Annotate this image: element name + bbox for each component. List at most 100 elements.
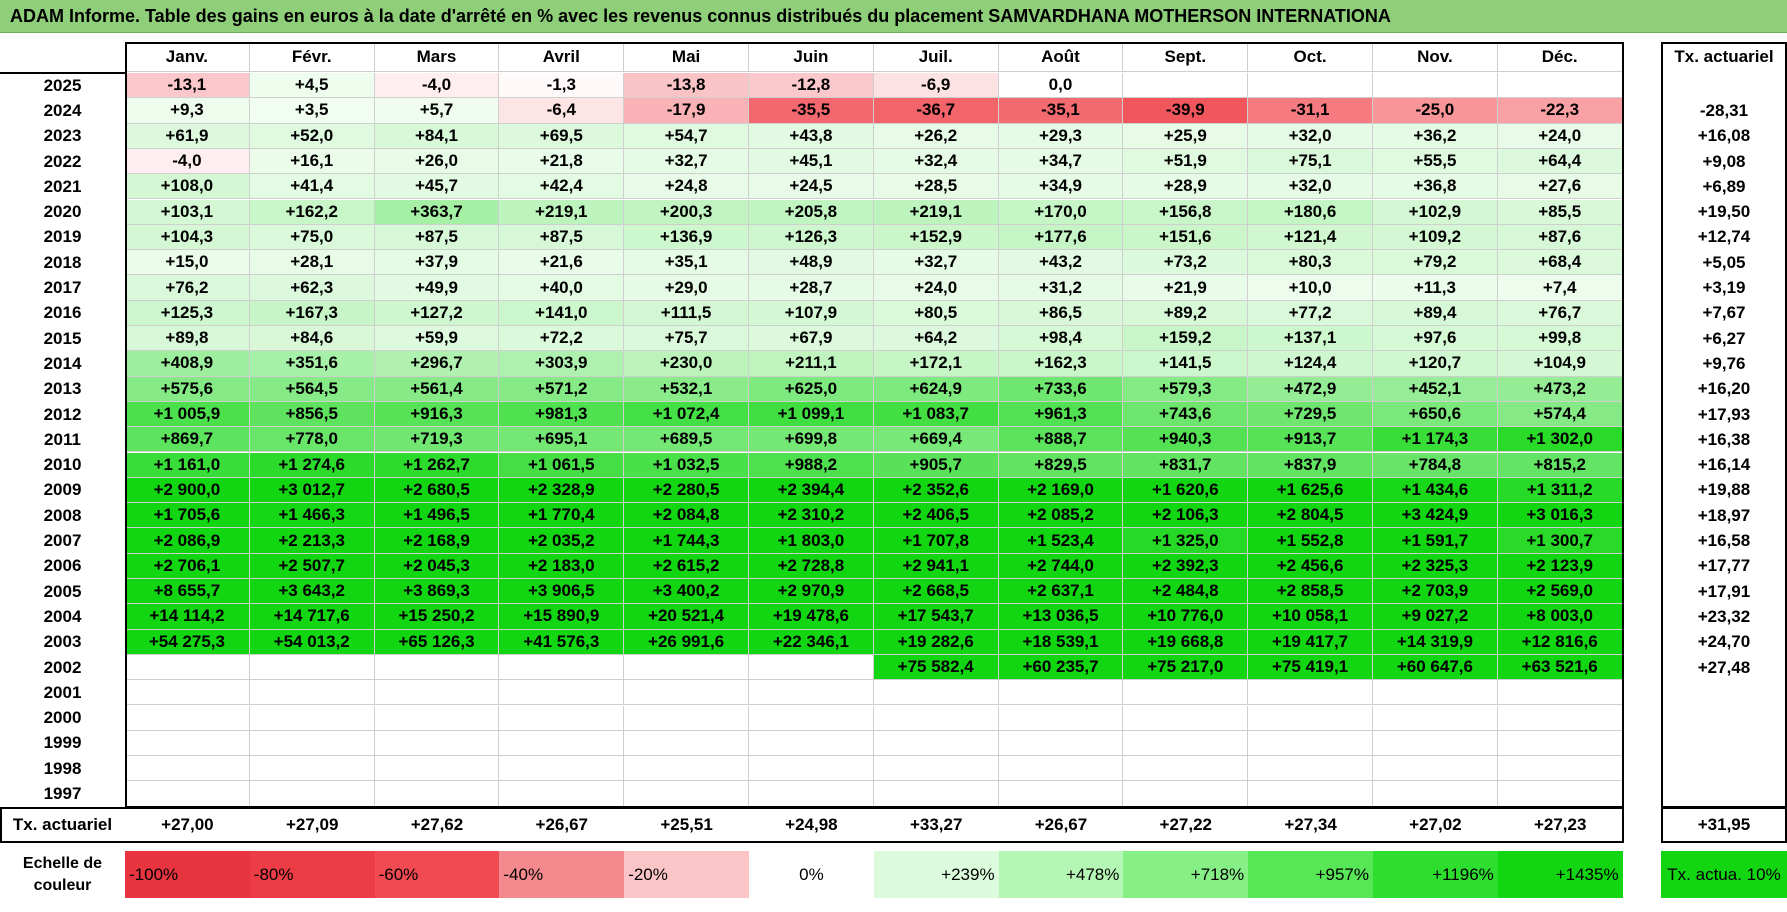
gain-cell: +25,9 [1123, 123, 1249, 149]
gain-cell: -35,1 [998, 98, 1124, 124]
gain-cell: +1 262,7 [374, 452, 500, 478]
gain-cell: +200,3 [624, 199, 749, 225]
gain-cell: +76,7 [1497, 300, 1623, 326]
footer-tx-cell: +25,51 [660, 814, 713, 834]
scale-swatch: +718% [1123, 851, 1249, 898]
gain-cell: +45,1 [749, 148, 874, 175]
gain-cell: +19 417,7 [1248, 629, 1373, 655]
year-label: 2004 [43, 606, 82, 626]
gain-cell: +10 058,1 [1248, 604, 1373, 630]
gain-cell: +64,4 [1497, 148, 1623, 175]
gain-cell: +3,5 [249, 98, 375, 124]
gain-cell: +1 325,0 [1123, 528, 1249, 554]
gain-cell: +13 036,5 [998, 604, 1124, 630]
gain-cell: -25,0 [1373, 98, 1498, 124]
gain-cell: +625,0 [749, 376, 874, 402]
scale-swatch: +1435% [1497, 851, 1623, 898]
gain-cell: +1 591,7 [1373, 528, 1498, 554]
tx-header: Tx. actuariel [1674, 47, 1774, 66]
gain-cell: +28,7 [749, 275, 874, 301]
gain-cell: +11,3 [1373, 275, 1498, 301]
scale-swatch: 0% [749, 851, 874, 898]
tx-cell: +19,88 [1697, 480, 1751, 500]
gain-cell [1123, 756, 1249, 782]
gain-cell: +5,7 [374, 98, 500, 124]
gain-cell: +1 744,3 [624, 528, 749, 554]
gain-cell: +1 625,6 [1248, 477, 1373, 504]
gain-cell: +905,7 [873, 452, 999, 478]
scale-swatch: -20% [624, 851, 749, 898]
tx-cell: +6,27 [1702, 328, 1746, 348]
gain-cell [998, 730, 1124, 757]
gain-cell: +68,4 [1497, 250, 1623, 276]
gain-cell [1497, 705, 1623, 731]
footer-tx-cell: +27,62 [410, 814, 464, 834]
gain-cell: +151,6 [1123, 224, 1249, 251]
scale-tx-swatch: Tx. actua. 10% [1661, 851, 1787, 898]
gain-cell: +20 521,4 [624, 604, 749, 630]
gain-cell [749, 756, 874, 782]
gain-cell [1123, 73, 1249, 99]
gain-cell [1497, 730, 1623, 757]
gain-cell [1373, 680, 1498, 706]
gain-cell: -35,5 [749, 98, 874, 124]
year-label: 2011 [44, 429, 81, 449]
tx-frame [1661, 42, 1787, 808]
year-label: 2015 [43, 328, 82, 348]
gain-cell: +48,9 [749, 250, 874, 276]
gain-cell: +75 582,4 [873, 654, 999, 681]
gain-cell: +80,3 [1248, 250, 1373, 276]
gain-cell [1248, 730, 1373, 757]
gain-cell [1497, 680, 1623, 706]
gain-cell [873, 705, 999, 731]
gain-cell: +1 302,0 [1497, 427, 1623, 453]
gain-cell: +19 478,6 [749, 604, 874, 630]
gain-cell [1248, 705, 1373, 731]
gain-cell [374, 705, 500, 731]
footer-frame [0, 806, 1624, 843]
gain-cell: +103,1 [125, 199, 250, 225]
gain-cell: +2 352,6 [873, 477, 999, 504]
footer-tx-cell: +33,27 [909, 814, 963, 834]
gain-cell [998, 756, 1124, 782]
gain-cell: +2 569,0 [1497, 579, 1623, 605]
gain-cell: +32,0 [1248, 174, 1373, 200]
gain-cell: +108,0 [125, 174, 250, 200]
year-label: 2008 [43, 505, 82, 525]
gain-cell: +2 970,9 [749, 579, 874, 605]
gain-cell: +87,5 [499, 224, 625, 251]
gain-cell: +32,7 [873, 250, 999, 276]
gain-cell: +733,6 [998, 376, 1124, 402]
gain-cell: +17 543,7 [873, 604, 999, 630]
gain-cell: +124,4 [1248, 351, 1373, 377]
gain-cell: +1 466,3 [249, 503, 375, 529]
gain-cell: +669,4 [873, 427, 999, 453]
gain-cell: +211,1 [749, 351, 874, 377]
gain-cell [1248, 680, 1373, 706]
year-label: 2022 [43, 151, 82, 171]
gain-cell: +80,5 [873, 300, 999, 326]
scale-swatch: +1196% [1373, 851, 1498, 898]
gain-cell: +1 705,6 [125, 503, 250, 529]
gain-cell: +837,9 [1248, 452, 1373, 478]
gain-cell: +4,5 [249, 73, 375, 99]
gain-cell: +141,0 [499, 300, 625, 326]
month-header: Août [998, 42, 1124, 72]
gain-cell: +79,2 [1373, 250, 1498, 276]
gain-cell: +49,9 [374, 275, 500, 301]
gain-cell: +26,0 [374, 148, 500, 175]
year-label: 2005 [43, 581, 82, 601]
gain-cell [249, 756, 375, 782]
gain-cell: +2 703,9 [1373, 579, 1498, 605]
gain-cell: -22,3 [1497, 98, 1623, 124]
gain-cell: +21,9 [1123, 275, 1249, 301]
gain-cell: +916,3 [374, 401, 500, 428]
gain-cell: +1 099,1 [749, 401, 874, 428]
gain-cell: -1,3 [499, 73, 625, 99]
gain-cell: +351,6 [249, 351, 375, 377]
gain-cell: +32,7 [624, 148, 749, 175]
gain-cell: +869,7 [125, 427, 250, 453]
gain-cell: +743,6 [1123, 401, 1249, 428]
gain-cell: -4,0 [125, 148, 250, 175]
gain-cell [125, 680, 250, 706]
